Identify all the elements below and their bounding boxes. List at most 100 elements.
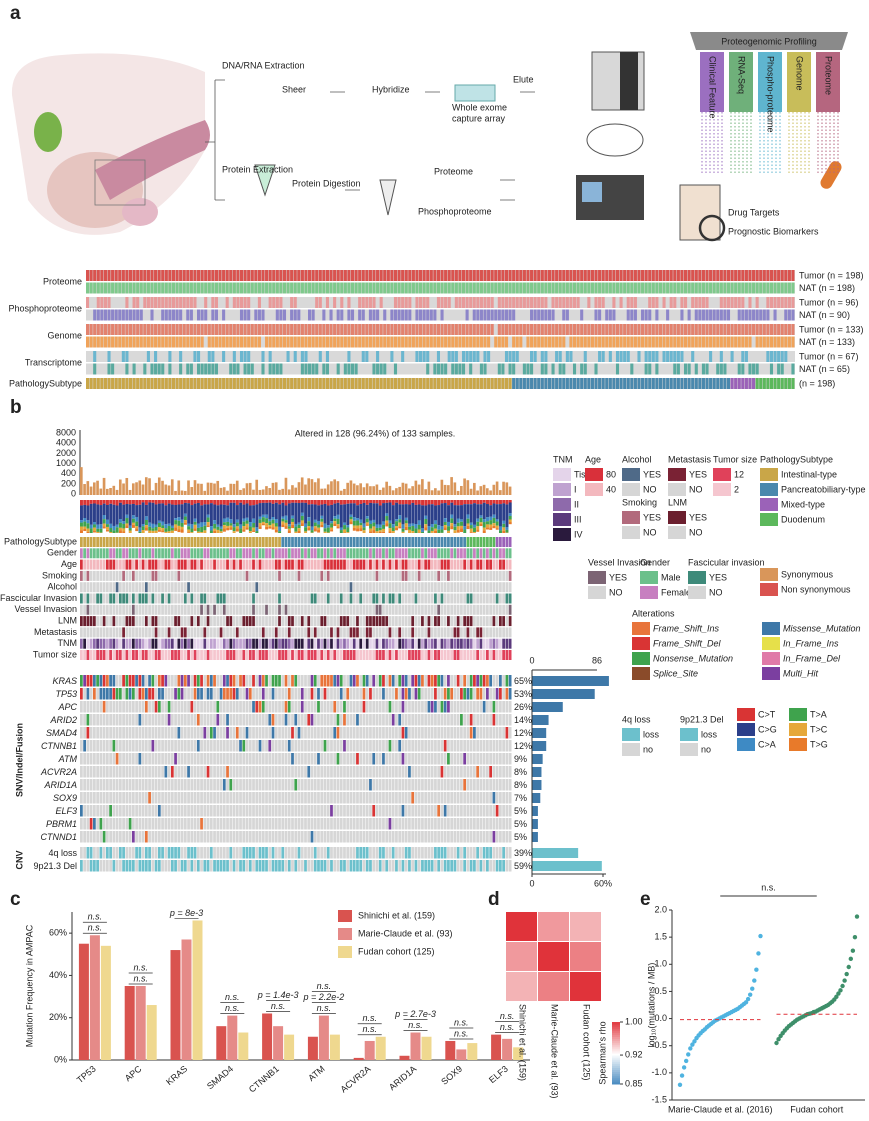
oncoprint-cell xyxy=(473,740,476,752)
spectrum-seg xyxy=(248,522,252,527)
oncoprint-cell xyxy=(430,740,434,752)
oncoprint-cell xyxy=(291,740,294,752)
track-cell xyxy=(755,324,759,335)
oncoprint-cell xyxy=(187,688,190,700)
track-cell xyxy=(490,270,494,281)
track-cell xyxy=(719,270,723,281)
clinical-cell xyxy=(388,593,392,604)
clinical-cell xyxy=(463,570,467,581)
oncoprint-cell xyxy=(430,727,434,739)
track-cell xyxy=(626,378,630,389)
clinical-cell xyxy=(177,650,181,660)
clinical-cell xyxy=(170,650,174,660)
spectrum-seg xyxy=(411,502,415,524)
frequency-bar xyxy=(532,702,563,712)
oncoprint-cell xyxy=(479,740,483,752)
clinical-cell xyxy=(349,582,353,593)
oncoprint-cell xyxy=(463,727,467,739)
spectrum-seg xyxy=(404,517,408,521)
spectrum-seg xyxy=(430,504,434,525)
clinical-cell xyxy=(375,616,379,627)
clinical-cell xyxy=(131,650,135,660)
clinical-cell xyxy=(164,537,168,547)
clinical-cell xyxy=(369,593,372,604)
track-cell xyxy=(576,270,580,281)
clinical-cell xyxy=(284,593,288,604)
track-cell xyxy=(465,270,469,281)
spectrum-seg xyxy=(154,530,158,533)
track-bg xyxy=(86,351,795,362)
track-cell xyxy=(755,378,759,389)
track-cell xyxy=(712,270,716,281)
clinical-cell xyxy=(274,570,278,581)
oncoprint-cell xyxy=(102,701,106,713)
oncoprint-cell xyxy=(151,688,155,700)
clinical-cell xyxy=(105,593,109,604)
spectrum-seg xyxy=(219,531,223,533)
clinical-cell xyxy=(291,559,294,570)
spectrum-seg xyxy=(99,524,103,529)
track-cell xyxy=(680,378,684,389)
spectrum-seg xyxy=(167,503,171,524)
spectrum-seg xyxy=(122,523,126,529)
track-cell xyxy=(393,336,398,348)
oncoprint-cell xyxy=(313,714,317,726)
clinical-cell xyxy=(352,570,356,581)
oncoprint-cell xyxy=(167,766,171,778)
profiling-column xyxy=(700,52,724,112)
track-cell xyxy=(698,297,702,308)
track-cell xyxy=(315,270,319,281)
count-bar xyxy=(112,485,116,495)
clinical-cell xyxy=(362,582,366,593)
spectrum-seg xyxy=(343,529,347,533)
spectrum-seg xyxy=(206,517,210,523)
clinical-cell xyxy=(255,650,259,660)
clinical-cell xyxy=(456,604,460,615)
oncoprint-cell xyxy=(164,727,168,739)
spectrum-seg xyxy=(209,503,213,527)
clinical-cell xyxy=(450,559,454,570)
track-cell xyxy=(512,351,516,362)
track-cell xyxy=(157,282,161,294)
clinical-cell xyxy=(294,537,298,547)
oncoprint-cell xyxy=(362,701,366,713)
clinical-cell xyxy=(362,650,366,660)
clinical-track-label: TNM xyxy=(58,638,78,648)
track-cell xyxy=(268,336,272,348)
track-cell xyxy=(193,378,197,389)
clinical-cell xyxy=(180,570,184,581)
track-cell xyxy=(648,324,652,335)
clinical-cell xyxy=(421,616,424,627)
oncoprint-cell xyxy=(297,714,301,726)
clinical-cell xyxy=(369,537,372,547)
oncoprint-cell xyxy=(463,740,467,752)
clinical-cell xyxy=(346,548,350,559)
spectrum-seg xyxy=(486,504,489,518)
clinical-cell xyxy=(102,638,106,649)
clinical-cell xyxy=(499,604,502,615)
track-cell xyxy=(759,336,763,348)
clinical-cell xyxy=(281,537,285,547)
oncoprint-cell xyxy=(456,688,460,700)
track-cell xyxy=(229,336,233,348)
clinical-cell xyxy=(300,593,304,604)
clinical-cell xyxy=(252,548,255,559)
track-cell xyxy=(379,363,383,375)
clinical-cell xyxy=(307,559,311,570)
track-cell xyxy=(415,351,419,362)
clinical-cell xyxy=(229,593,233,604)
track-cell xyxy=(694,363,698,375)
clinical-cell xyxy=(411,559,415,570)
track-cell xyxy=(605,336,609,348)
track-cell xyxy=(759,309,763,321)
track-cell xyxy=(279,270,283,281)
track-cell xyxy=(154,378,158,389)
spectrum-seg xyxy=(213,504,217,521)
oncoprint-cell xyxy=(148,714,151,726)
oncoprint-cell xyxy=(346,688,350,700)
spectrum-seg xyxy=(80,530,83,533)
count-bar xyxy=(216,480,220,495)
clinical-cell xyxy=(456,559,460,570)
track-cell xyxy=(669,378,673,389)
track-cell xyxy=(454,378,458,389)
